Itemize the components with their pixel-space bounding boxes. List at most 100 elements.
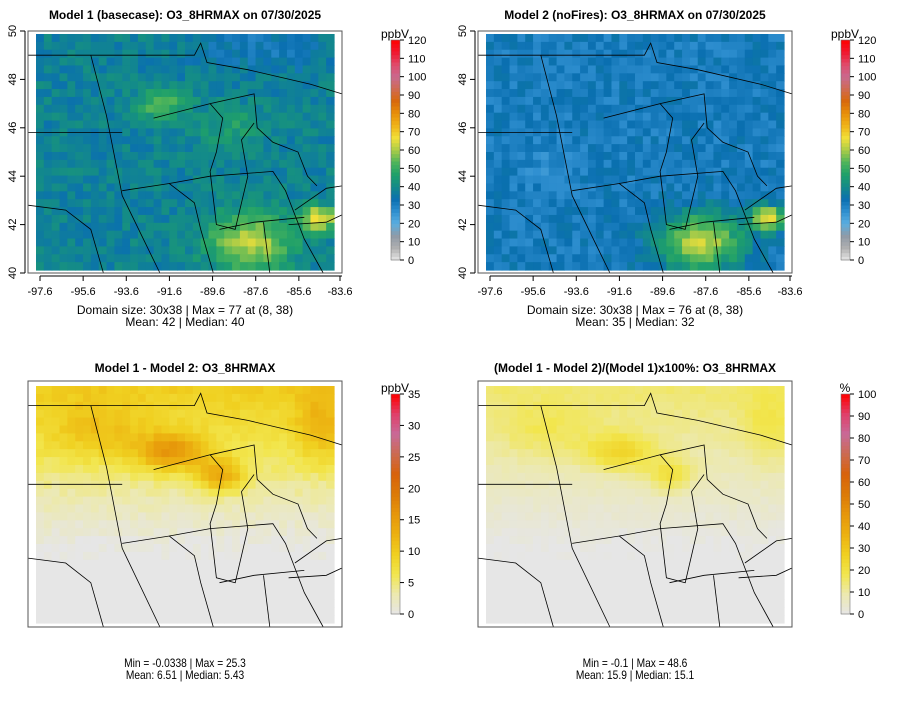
- heatmap-cell: [286, 65, 296, 74]
- heatmap-cell: [635, 96, 644, 106]
- heatmap-cell: [302, 49, 312, 59]
- heatmap-cell: [83, 512, 92, 521]
- heatmap-cell: [98, 575, 108, 585]
- heatmap-cell: [255, 496, 265, 506]
- heatmap-cell: [208, 575, 217, 585]
- heatmap-cell: [721, 167, 730, 177]
- heatmap-cell: [161, 599, 170, 608]
- heatmap-cell: [255, 175, 265, 185]
- heatmap-cell: [98, 488, 108, 498]
- heatmap-cell: [729, 465, 738, 474]
- colorbar-swatch: [391, 419, 400, 424]
- state-border: [603, 444, 768, 539]
- heatmap-cell: [137, 167, 147, 177]
- heatmap-cell: [533, 457, 542, 466]
- heatmap-cell: [509, 57, 518, 67]
- heatmap-cell: [294, 615, 304, 624]
- colorbar-swatch: [391, 551, 400, 556]
- heatmap-cell: [153, 496, 163, 506]
- heatmap-cell: [587, 73, 597, 82]
- heatmap-cell: [90, 136, 100, 145]
- heatmap-cell: [619, 480, 628, 490]
- heatmap-cell: [776, 425, 785, 434]
- heatmap-cell: [517, 175, 526, 185]
- heatmap-cell: [705, 81, 715, 90]
- heatmap-cell: [619, 89, 628, 98]
- heatmap-cell: [271, 441, 280, 450]
- heatmap-cell: [294, 536, 304, 545]
- heatmap-cell: [271, 136, 280, 145]
- heatmap-cell: [185, 433, 194, 442]
- heatmap-cell: [666, 128, 675, 137]
- heatmap-cell: [177, 504, 186, 513]
- heatmap-cell: [525, 222, 534, 232]
- heatmap-cell: [208, 120, 217, 129]
- heatmap-cell: [580, 144, 589, 153]
- heatmap-cell: [611, 528, 620, 537]
- heatmap-cell: [642, 607, 652, 616]
- state-border: [540, 55, 611, 274]
- heatmap-cell: [689, 41, 699, 51]
- heatmap-cell: [501, 536, 511, 545]
- heatmap-cell: [75, 144, 84, 153]
- heatmap-cell: [185, 136, 194, 145]
- heatmap-cell: [493, 512, 503, 521]
- heatmap-cell: [239, 465, 249, 474]
- heatmap-cell: [744, 96, 754, 106]
- heatmap-cell: [239, 41, 249, 51]
- heatmap-cell: [43, 246, 53, 255]
- heatmap-cell: [674, 207, 683, 216]
- heatmap-cell: [216, 536, 225, 545]
- heatmap-cell: [200, 128, 210, 137]
- heatmap-cell: [326, 81, 335, 90]
- heatmap-cell: [548, 488, 558, 498]
- heatmap-cell: [682, 222, 691, 232]
- heatmap-cell: [232, 246, 241, 255]
- colorbar-tick-label: 60: [408, 145, 420, 157]
- heatmap-cell: [137, 222, 147, 232]
- heatmap-cell: [548, 159, 558, 169]
- heatmap-cell: [310, 480, 319, 490]
- panel-2-heatmap: [486, 34, 785, 271]
- heatmap-cell: [650, 199, 660, 208]
- heatmap-cell: [525, 120, 534, 129]
- heatmap-cell: [713, 512, 722, 521]
- heatmap-cell: [98, 591, 108, 600]
- heatmap-cell: [75, 159, 84, 169]
- heatmap-cell: [145, 472, 155, 482]
- heatmap-cell: [744, 214, 754, 224]
- heatmap-cell: [572, 128, 581, 137]
- heatmap-cell: [486, 567, 495, 577]
- heatmap-cell: [682, 528, 691, 537]
- heatmap-cell: [587, 246, 597, 255]
- heatmap-cell: [208, 520, 217, 529]
- heatmap-cell: [279, 551, 288, 561]
- state-border: [477, 557, 554, 628]
- heatmap-cell: [713, 49, 722, 59]
- heatmap-cell: [697, 575, 707, 585]
- heatmap-cell: [43, 615, 53, 624]
- heatmap-cell: [59, 488, 68, 498]
- heatmap-cell: [106, 615, 116, 624]
- colorbar-swatch: [391, 62, 400, 67]
- heatmap-cell: [122, 120, 131, 129]
- heatmap-cell: [689, 96, 699, 106]
- heatmap-cell: [635, 457, 644, 466]
- heatmap-cell: [619, 159, 628, 169]
- colorbar-swatch: [391, 128, 400, 133]
- heatmap-cell: [271, 238, 280, 247]
- heatmap-cell: [153, 65, 163, 74]
- heatmap-cell: [493, 465, 503, 474]
- heatmap-cell: [286, 120, 296, 129]
- heatmap-cell: [501, 214, 511, 224]
- heatmap-cell: [294, 544, 304, 553]
- heatmap-cell: [302, 96, 312, 106]
- heatmap-cell: [67, 254, 76, 263]
- heatmap-cell: [255, 441, 265, 450]
- heatmap-cell: [525, 583, 534, 592]
- heatmap-cell: [493, 81, 503, 90]
- heatmap-cell: [153, 544, 163, 553]
- heatmap-cell: [326, 465, 335, 474]
- heatmap-cell: [674, 175, 683, 185]
